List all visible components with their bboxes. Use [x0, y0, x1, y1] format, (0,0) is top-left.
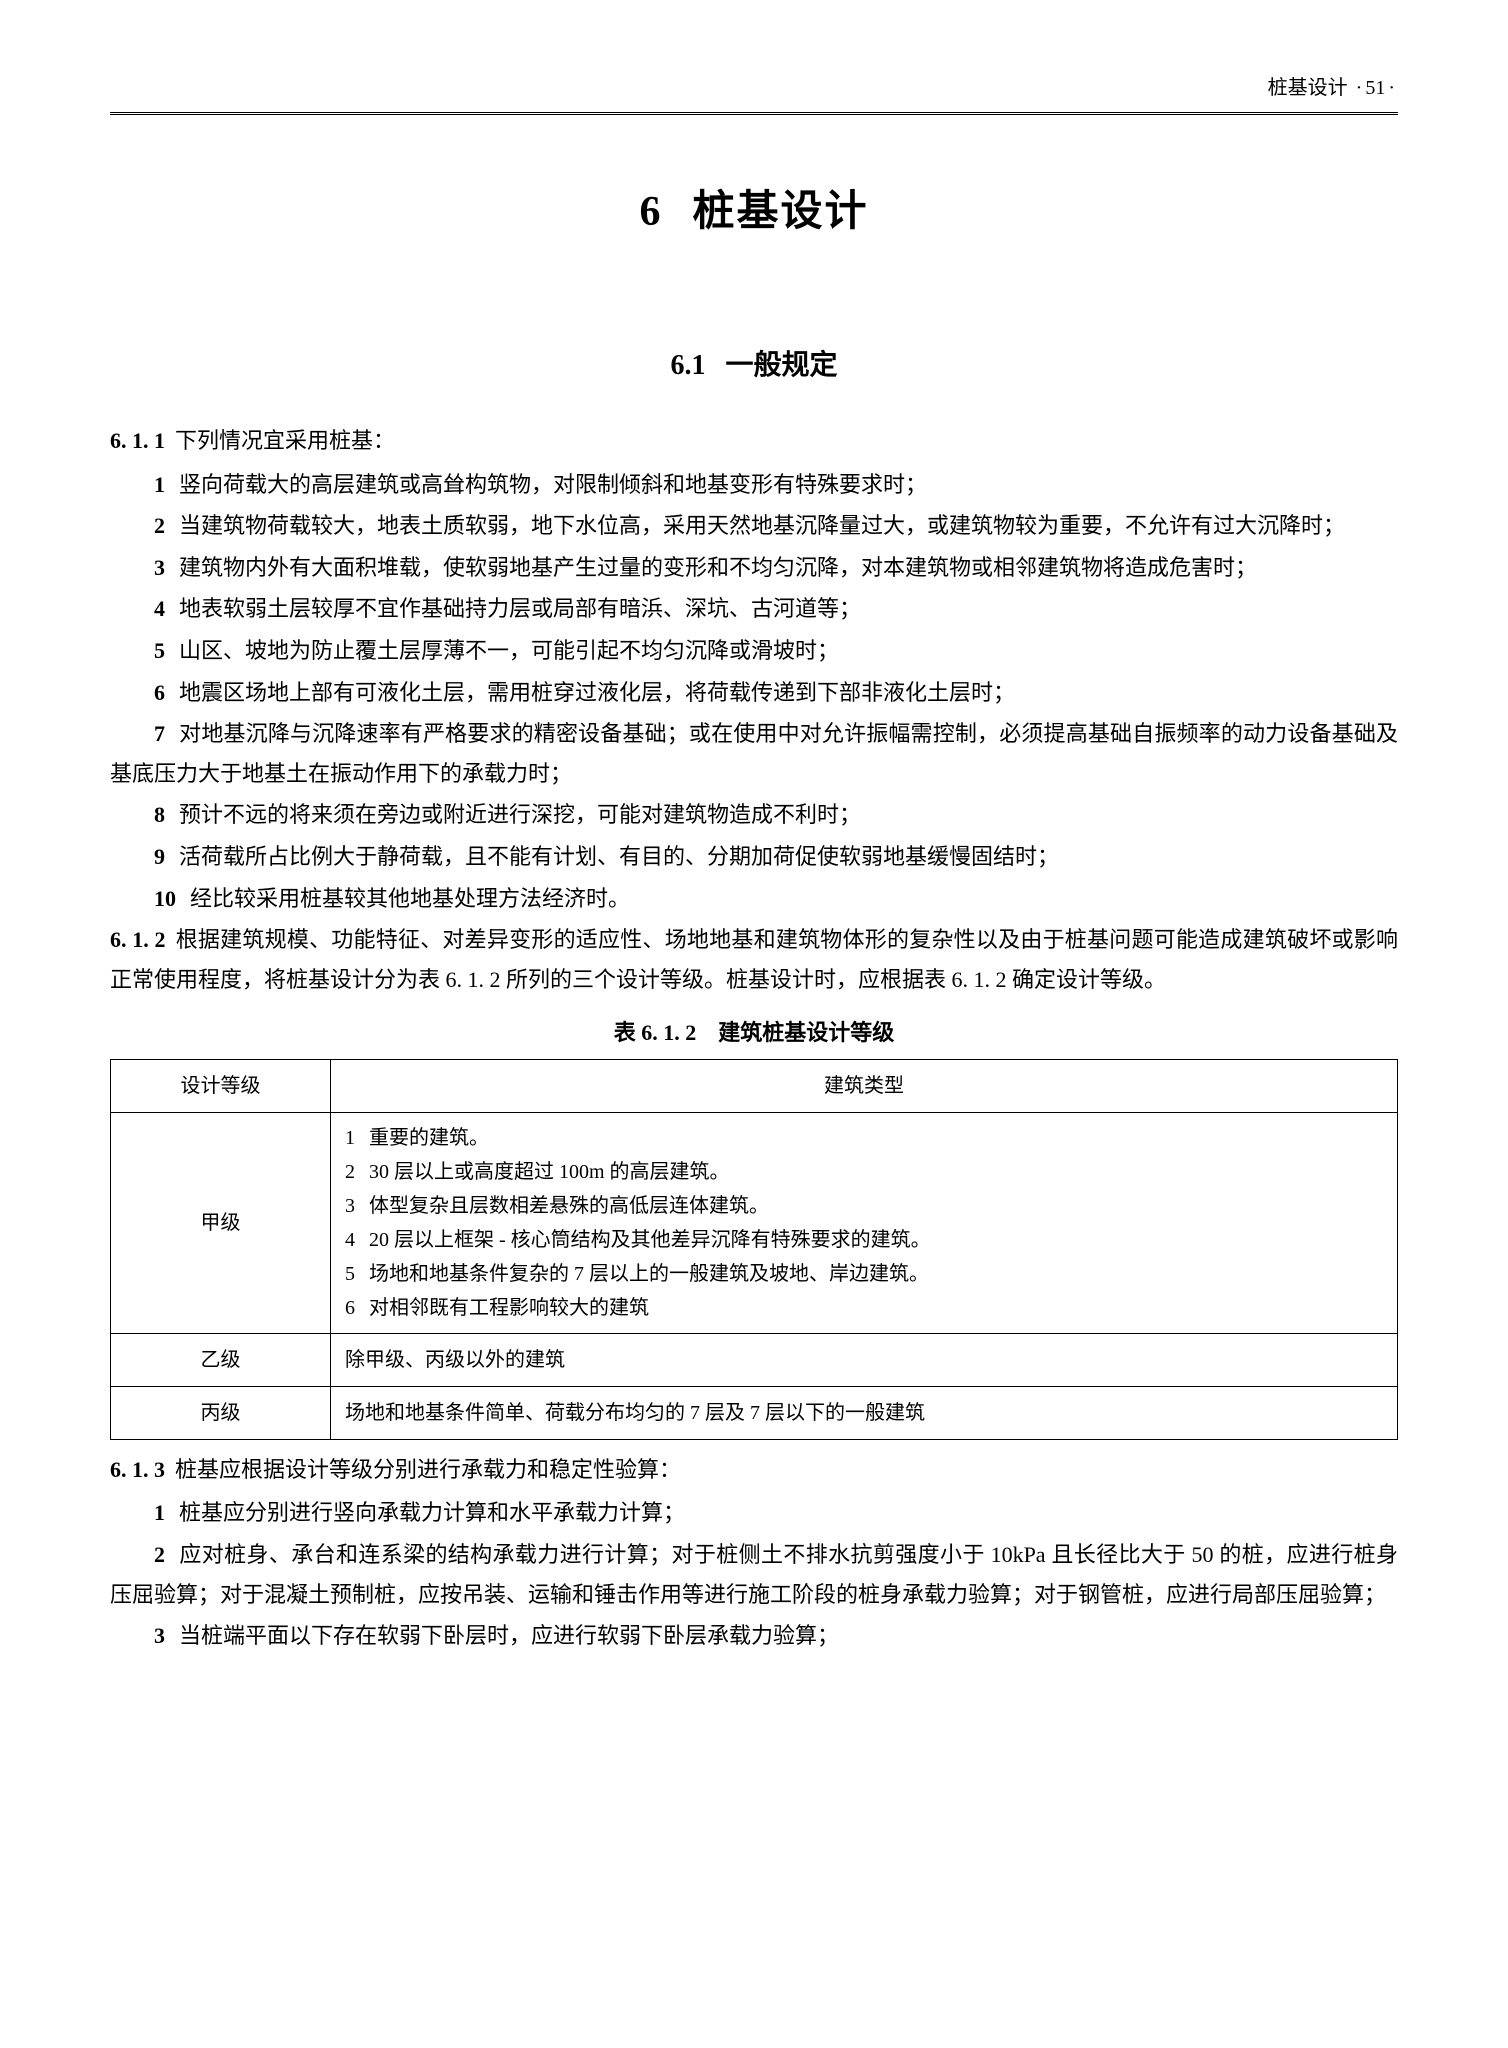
running-head-text: 桩基设计 — [1268, 77, 1348, 99]
section-number: 6.1 — [670, 350, 705, 381]
page-container: 桩基设计 ·51· 6桩基设计 6.1一般规定 6. 1. 1下列情况宜采用桩基… — [0, 0, 1508, 2048]
section-title: 6.1 一般规定 — [110, 341, 1398, 391]
list-text: 对地基沉降与沉降速率有严格要求的精密设备基础；或在使用中对允许振幅需控制，必须提… — [110, 721, 1398, 786]
list-text: 应对桩身、承台和连系梁的结构承载力进行计算；对于桩侧土不排水抗剪强度小于 10k… — [110, 1542, 1398, 1607]
cell-list-text: 对相邻既有工程影响较大的建筑 — [369, 1297, 649, 1319]
cell-list-text: 场地和地基条件复杂的 7 层以上的一般建筑及坡地、岸边建筑。 — [369, 1263, 929, 1285]
list-item: 9 活荷载所占比例大于静荷载，且不能有计划、有目的、分期加荷促使软弱地基缓慢固结时… — [110, 837, 1398, 877]
table-header-row: 设计等级 建筑类型 — [111, 1059, 1398, 1112]
list-text: 竖向荷载大的高层建筑或高耸构筑物，对限制倾斜和地基变形有特殊要求时； — [179, 472, 927, 497]
list-num: 1 — [154, 472, 165, 497]
list-num: 8 — [154, 802, 165, 827]
list-num: 2 — [154, 1542, 165, 1567]
list-text: 山区、坡地为防止覆土层厚薄不一，可能引起不均匀沉降或滑坡时； — [179, 638, 839, 663]
list-text: 地震区场地上部有可液化土层，需用桩穿过液化层，将荷载传递到下部非液化土层时； — [179, 680, 1015, 705]
table-cell-type: 除甲级、丙级以外的建筑 — [331, 1333, 1398, 1386]
list-item: 5 山区、坡地为防止覆土层厚薄不一，可能引起不均匀沉降或滑坡时； — [110, 631, 1398, 671]
list-item: 10 经比较采用桩基较其他地基处理方法经济时。 — [110, 879, 1398, 919]
header-separator: · — [1353, 77, 1366, 99]
list-item: 8 预计不远的将来须在旁边或附近进行深挖，可能对建筑物造成不利时； — [110, 795, 1398, 835]
cell-list-num: 4 — [345, 1223, 369, 1257]
cell-list-text: 体型复杂且层数相差悬殊的高低层连体建筑。 — [369, 1195, 769, 1217]
cell-list-item: 420 层以上框架 - 核心筒结构及其他差异沉降有特殊要求的建筑。 — [345, 1223, 1383, 1257]
list-item: 3 当桩端平面以下存在软弱下卧层时，应进行软弱下卧层承载力验算； — [110, 1616, 1398, 1656]
running-header: 桩基设计 ·51· — [110, 70, 1398, 115]
cell-list-num: 3 — [345, 1189, 369, 1223]
list-text: 当桩端平面以下存在软弱下卧层时，应进行软弱下卧层承载力验算； — [179, 1623, 839, 1648]
cell-list-item: 5场地和地基条件复杂的 7 层以上的一般建筑及坡地、岸边建筑。 — [345, 1257, 1383, 1291]
cell-list-item: 3体型复杂且层数相差悬殊的高低层连体建筑。 — [345, 1189, 1383, 1223]
header-separator-end: · — [1385, 77, 1398, 99]
list-item: 2应对桩身、承台和连系梁的结构承载力进行计算；对于桩侧土不排水抗剪强度小于 10… — [110, 1535, 1398, 1614]
clause-intro: 下列情况宜采用桩基： — [175, 428, 395, 453]
table-row: 乙级 除甲级、丙级以外的建筑 — [111, 1333, 1398, 1386]
page-number: 51 — [1365, 77, 1385, 99]
list-text: 桩基应分别进行竖向承载力计算和水平承载力计算； — [179, 1500, 685, 1525]
list-num: 3 — [154, 555, 165, 580]
list-text: 经比较采用桩基较其他地基处理方法经济时。 — [190, 886, 630, 911]
list-num: 5 — [154, 638, 165, 663]
table-cell-grade: 乙级 — [111, 1333, 331, 1386]
list-num: 10 — [154, 886, 176, 911]
chapter-number: 6 — [639, 189, 662, 235]
list-item: 7对地基沉降与沉降速率有严格要求的精密设备基础；或在使用中对允许振幅需控制，必须… — [110, 714, 1398, 793]
table-row: 丙级 场地和地基条件简单、荷载分布均匀的 7 层及 7 层以下的一般建筑 — [111, 1386, 1398, 1439]
cell-list-item: 1重要的建筑。 — [345, 1121, 1383, 1155]
cell-list: 1重要的建筑。 230 层以上或高度超过 100m 的高层建筑。 3体型复杂且层… — [345, 1121, 1383, 1325]
table-cell-grade: 甲级 — [111, 1112, 331, 1333]
cell-list-num: 1 — [345, 1121, 369, 1155]
list-text: 地表软弱土层较厚不宜作基础持力层或局部有暗浜、深坑、古河道等； — [179, 596, 861, 621]
list-num: 6 — [154, 680, 165, 705]
list-text: 当建筑物荷载较大，地表土质软弱，地下水位高，采用天然地基沉降量过大，或建筑物较为… — [179, 513, 1345, 538]
cell-list-text: 重要的建筑。 — [369, 1127, 489, 1149]
clause-intro: 桩基应根据设计等级分别进行承载力和稳定性验算： — [175, 1457, 681, 1482]
cell-list-num: 6 — [345, 1291, 369, 1325]
table-header-type: 建筑类型 — [331, 1059, 1398, 1112]
list-num: 4 — [154, 596, 165, 621]
table-cell-grade: 丙级 — [111, 1386, 331, 1439]
cell-list-item: 6对相邻既有工程影响较大的建筑 — [345, 1291, 1383, 1325]
grade-table: 设计等级 建筑类型 甲级 1重要的建筑。 230 层以上或高度超过 100m 的… — [110, 1059, 1398, 1440]
list-item: 6 地震区场地上部有可液化土层，需用桩穿过液化层，将荷载传递到下部非液化土层时； — [110, 673, 1398, 713]
list-item: 1 竖向荷载大的高层建筑或高耸构筑物，对限制倾斜和地基变形有特殊要求时； — [110, 465, 1398, 505]
list-item: 3 建筑物内外有大面积堆载，使软弱地基产生过量的变形和不均匀沉降，对本建筑物或相邻… — [110, 548, 1398, 588]
list-num: 1 — [154, 1500, 165, 1525]
list-num: 3 — [154, 1623, 165, 1648]
cell-list-item: 230 层以上或高度超过 100m 的高层建筑。 — [345, 1155, 1383, 1189]
clause-text: 根据建筑规模、功能特征、对差异变形的适应性、场地地基和建筑物体形的复杂性以及由于… — [110, 927, 1398, 992]
list-item: 4 地表软弱土层较厚不宜作基础持力层或局部有暗浜、深坑、古河道等； — [110, 589, 1398, 629]
table-row: 甲级 1重要的建筑。 230 层以上或高度超过 100m 的高层建筑。 3体型复… — [111, 1112, 1398, 1333]
list-text: 活荷载所占比例大于静荷载，且不能有计划、有目的、分期加荷促使软弱地基缓慢固结时； — [179, 844, 1059, 869]
list-item: 2 当建筑物荷载较大，地表土质软弱，地下水位高，采用天然地基沉降量过大，或建筑物较… — [110, 506, 1398, 546]
clause-6-1-3: 6. 1. 3 桩基应根据设计等级分别进行承载力和稳定性验算： — [110, 1450, 1398, 1490]
chapter-title-text: 桩基设计 — [692, 189, 868, 235]
clause-6-1-2: 6. 1. 2根据建筑规模、功能特征、对差异变形的适应性、场地地基和建筑物体形的… — [110, 920, 1398, 999]
clause-head: 6. 1. 2 — [110, 927, 165, 952]
table-cell-type: 场地和地基条件简单、荷载分布均匀的 7 层及 7 层以下的一般建筑 — [331, 1386, 1398, 1439]
list-item: 1 桩基应分别进行竖向承载力计算和水平承载力计算； — [110, 1493, 1398, 1533]
clause-head: 6. 1. 3 — [110, 1457, 165, 1482]
cell-list-text: 30 层以上或高度超过 100m 的高层建筑。 — [369, 1161, 730, 1183]
list-num: 7 — [154, 721, 165, 746]
clause-6-1-1: 6. 1. 1 下列情况宜采用桩基： — [110, 421, 1398, 461]
cell-list-text: 20 层以上框架 - 核心筒结构及其他差异沉降有特殊要求的建筑。 — [369, 1229, 931, 1251]
list-num: 9 — [154, 844, 165, 869]
table-header-grade: 设计等级 — [111, 1059, 331, 1112]
list-text: 建筑物内外有大面积堆载，使软弱地基产生过量的变形和不均匀沉降，对本建筑物或相邻建… — [179, 555, 1257, 580]
cell-list-num: 2 — [345, 1155, 369, 1189]
table-cell-type: 1重要的建筑。 230 层以上或高度超过 100m 的高层建筑。 3体型复杂且层… — [331, 1112, 1398, 1333]
clause-head: 6. 1. 1 — [110, 428, 165, 453]
cell-list-num: 5 — [345, 1257, 369, 1291]
section-title-text: 一般规定 — [725, 350, 837, 381]
list-num: 2 — [154, 513, 165, 538]
chapter-title: 6 桩基设计 — [110, 175, 1398, 251]
list-text: 预计不远的将来须在旁边或附近进行深挖，可能对建筑物造成不利时； — [179, 802, 861, 827]
table-caption: 表 6. 1. 2 建筑桩基设计等级 — [110, 1013, 1398, 1053]
